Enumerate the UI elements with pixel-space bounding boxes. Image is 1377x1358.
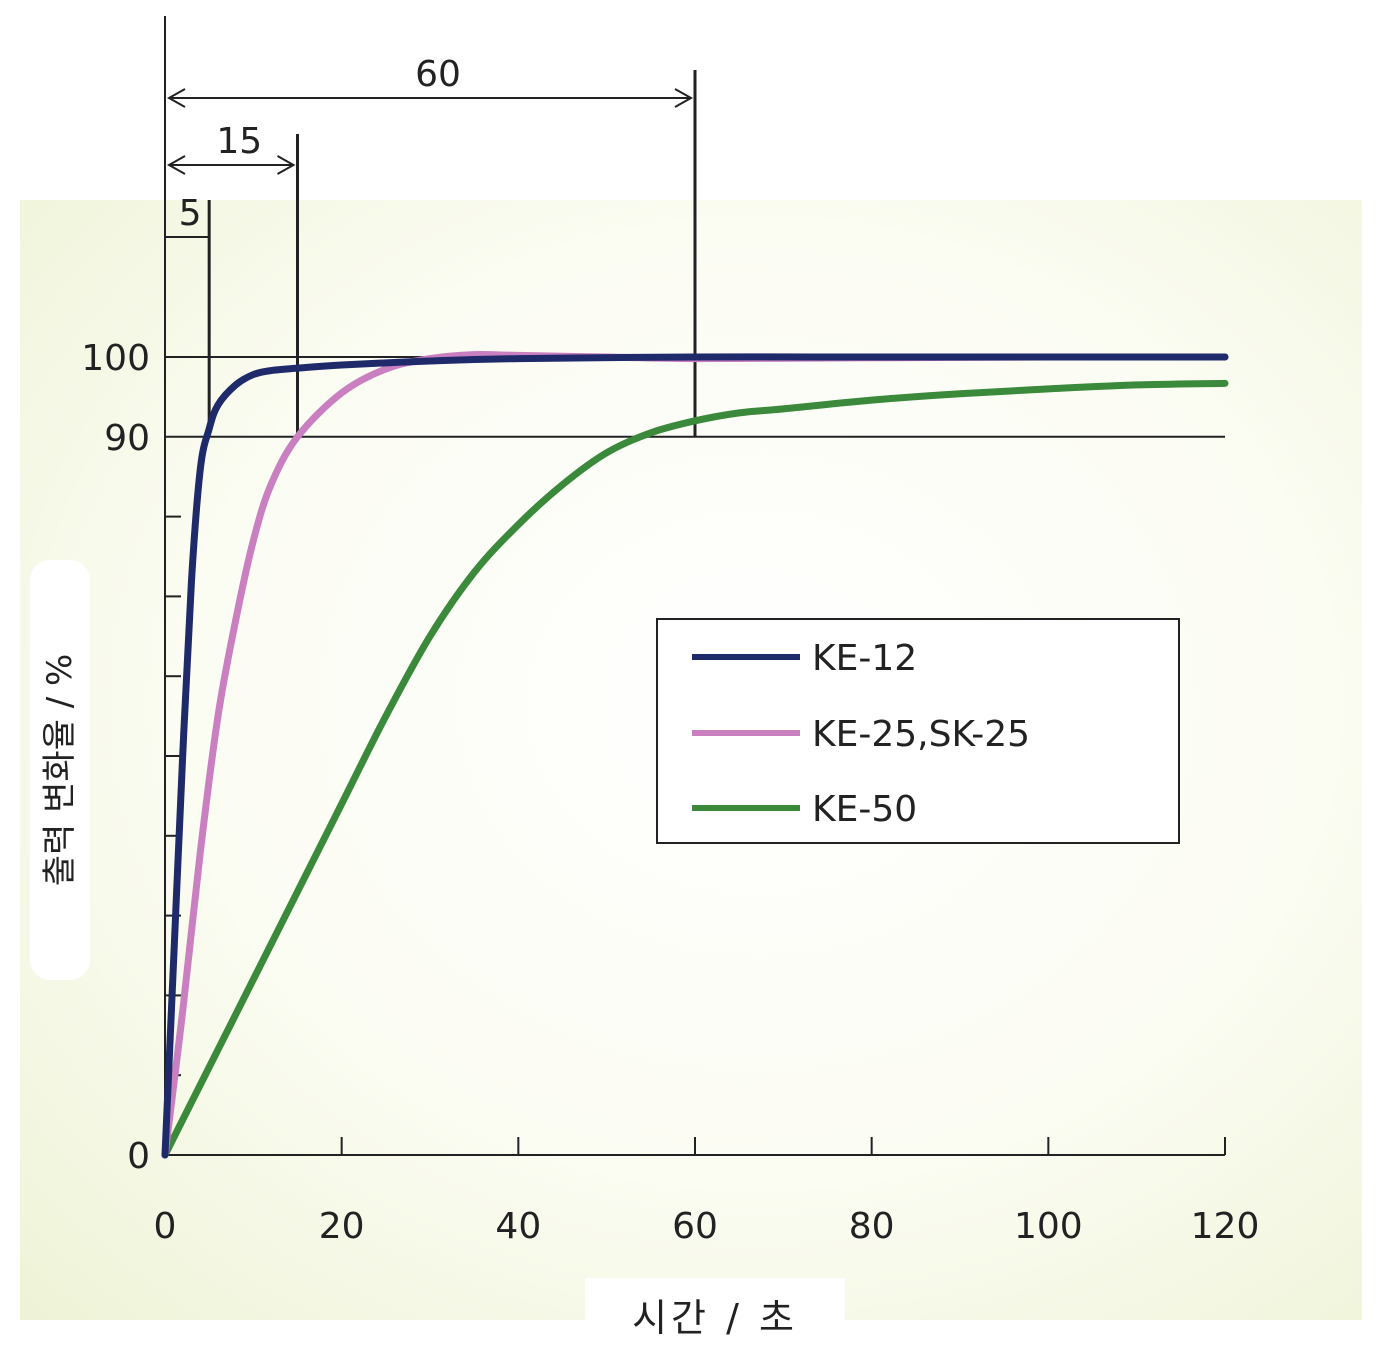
y-axis-label-box: 출력 변화율 / %: [30, 560, 90, 980]
legend-label: KE-50: [812, 789, 917, 830]
annotation-label: 60: [415, 54, 461, 95]
y-ticks: 0 90 100: [81, 338, 181, 1177]
x-tick-label: 80: [849, 1206, 895, 1247]
x-tick-label: 40: [495, 1206, 541, 1247]
y-tick-label: 100: [81, 338, 150, 379]
x-tick-label: 0: [154, 1206, 177, 1247]
x-tick-label: 120: [1191, 1206, 1260, 1247]
annotation-label: 15: [216, 121, 262, 162]
arrow-head-right: [674, 88, 694, 108]
x-tick-label: 100: [1014, 1206, 1083, 1247]
y-tick-label: 0: [127, 1136, 150, 1177]
y-tick-label: 90: [104, 418, 150, 459]
time-annotations: 5 15 60: [165, 54, 697, 437]
legend: KE-12 KE-25,SK-25 KE-50: [656, 618, 1180, 844]
series-line-ke-50: [161, 379, 1229, 1159]
x-tick-label: 20: [319, 1206, 365, 1247]
x-tick-label: 60: [672, 1206, 718, 1247]
y-axis-label: 출력 변화율 / %: [30, 560, 90, 980]
legend-label: KE-12: [812, 638, 917, 679]
legend-label: KE-25,SK-25: [812, 714, 1030, 755]
series-lines: [161, 350, 1229, 1159]
arrow-head-left: [166, 155, 186, 175]
x-axis-label: 시간 / 초: [585, 1278, 845, 1342]
series-line-ke-12: [161, 353, 1229, 1159]
arrow-head-right: [277, 155, 296, 175]
arrow-head-left: [166, 88, 186, 108]
annotation-label: 5: [179, 193, 202, 234]
x-ticks: 0 20 40 60 80 100 120: [154, 1137, 1260, 1247]
